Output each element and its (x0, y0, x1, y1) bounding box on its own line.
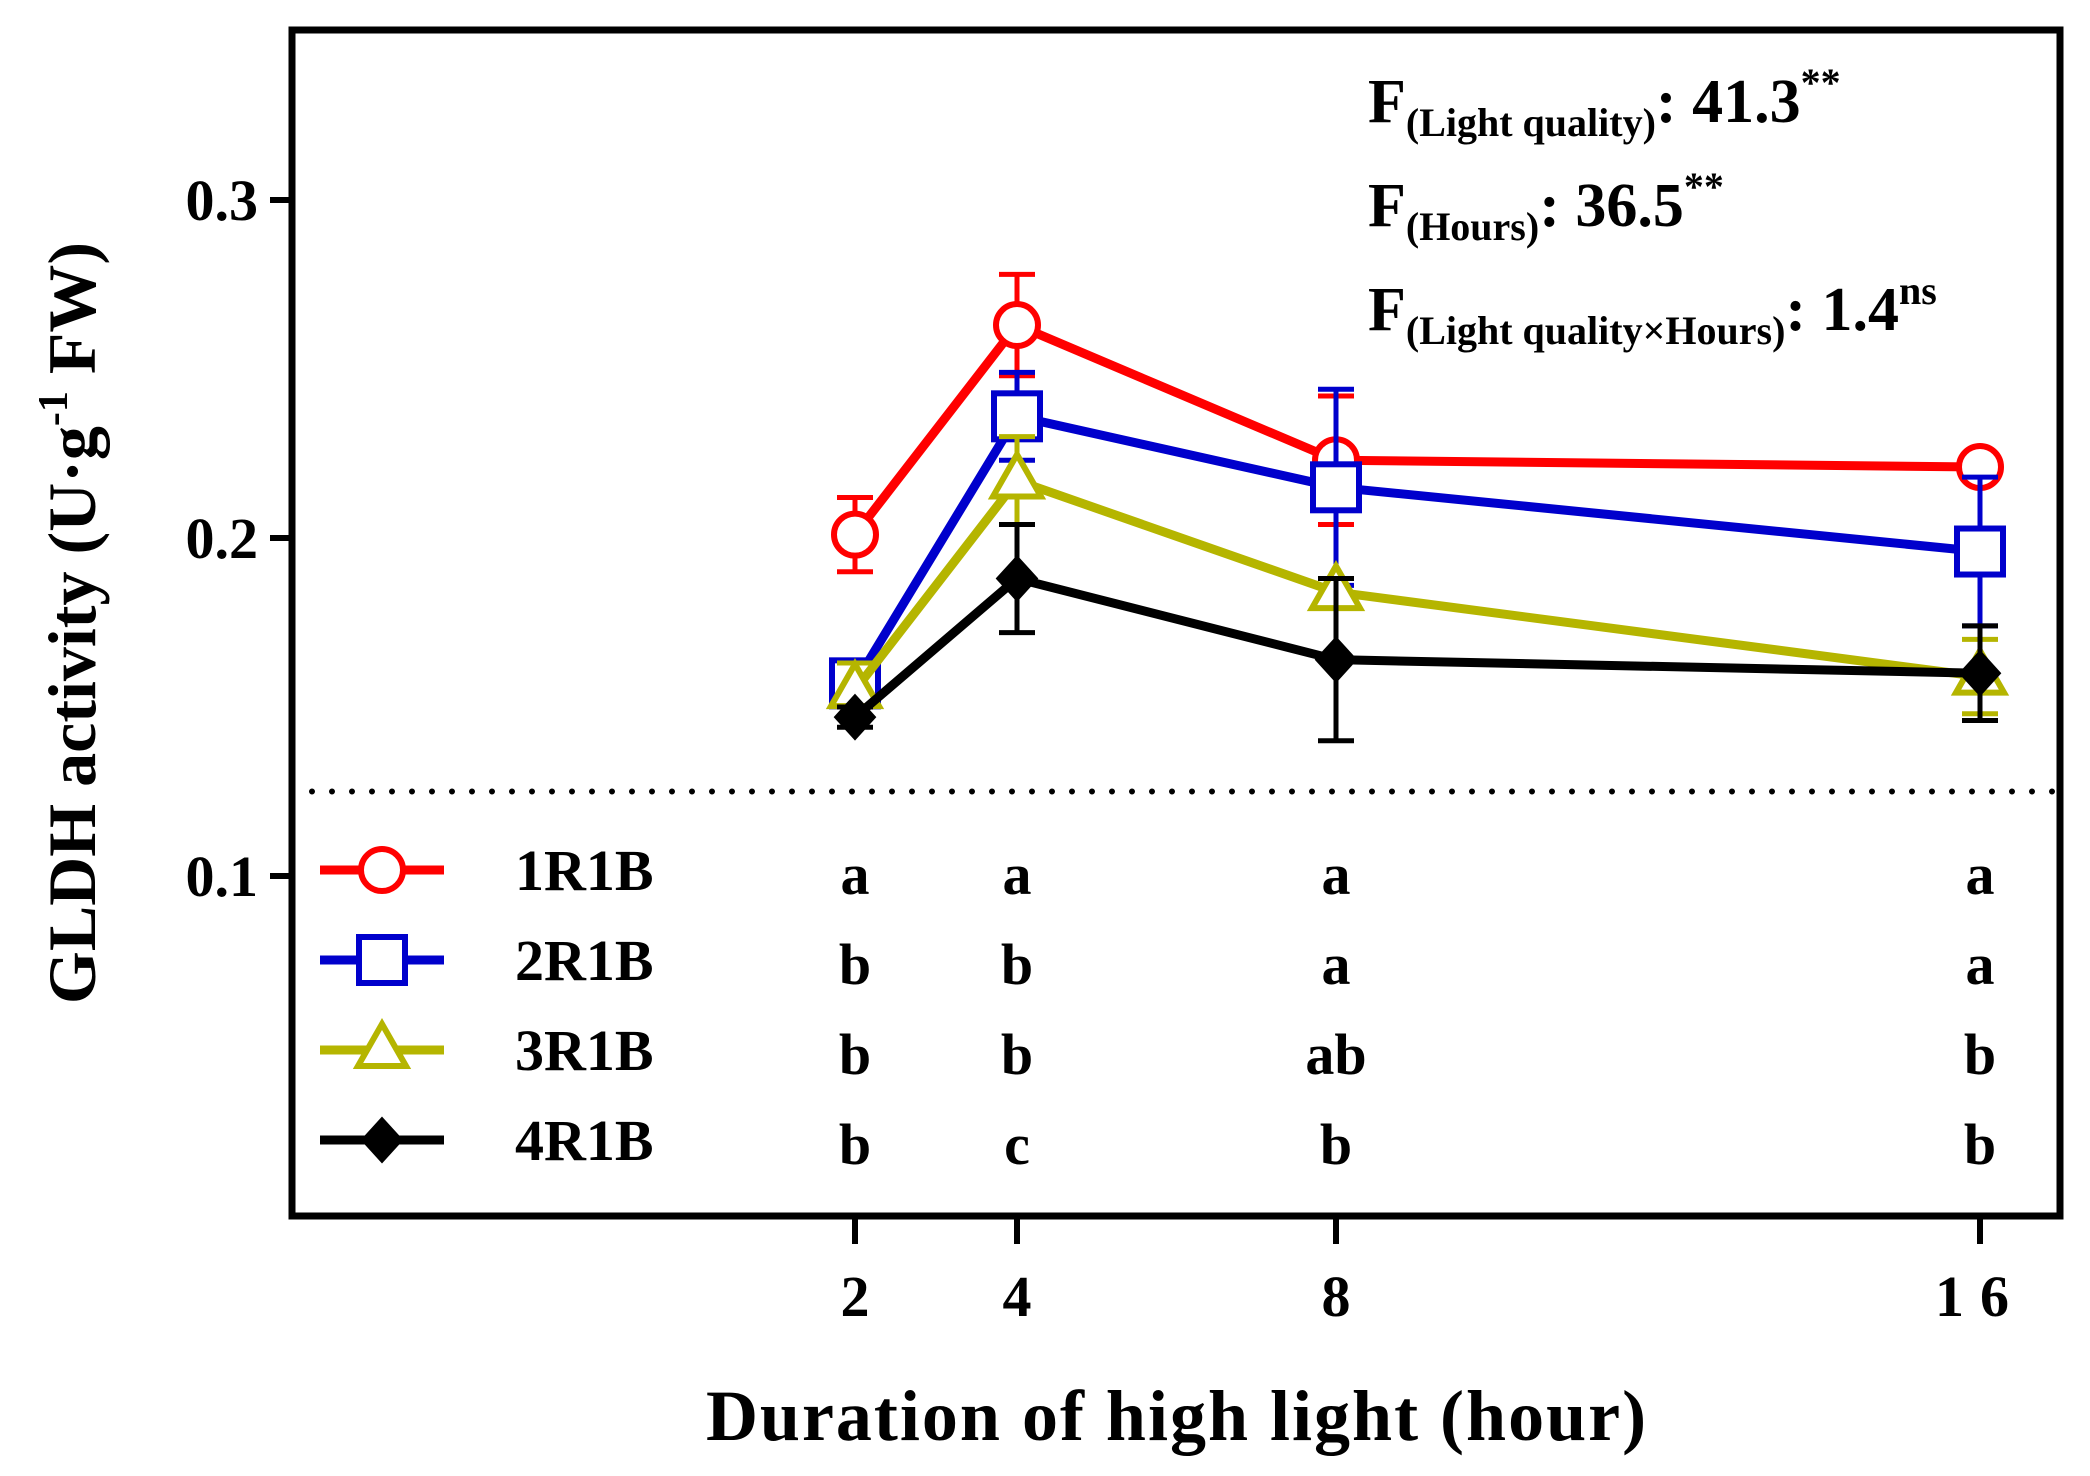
f-statistic-subscript: (Hours) (1406, 204, 1539, 249)
legend-marker-4R1B (360, 1116, 404, 1164)
y-tick-label-0.2: 0.2 (186, 506, 259, 571)
f-statistic-label: F (1368, 68, 1406, 136)
f-statistic-significance: ** (1801, 60, 1841, 105)
f-statistic-significance: ** (1684, 164, 1724, 209)
point-2R1B-4 (991, 390, 1043, 443)
f-statistic-value: 36.5 (1575, 172, 1684, 240)
series-line-3R1B (851, 476, 1981, 693)
point-2R1B-8 (1310, 461, 1362, 514)
legend-label-3R1B: 3R1B (515, 1018, 654, 1083)
significance-letter-3R1B-8: ab (1305, 1022, 1366, 1087)
series-line-2R1B (851, 411, 1981, 686)
x-tick-label-8: 8 (1322, 1264, 1351, 1329)
point-2R1B-16 (1954, 525, 2006, 578)
f-statistic-label: F (1368, 276, 1406, 344)
f-statistic-subscript: (Light quality) (1406, 100, 1656, 145)
point-4R1B-8 (1314, 636, 1358, 684)
significance-letter-1R1B-16: a (1966, 842, 1995, 907)
legend-item-3R1B: 3R1B (320, 1017, 654, 1083)
f-statistic-colon: : (1656, 68, 1692, 136)
f-statistic-0: F(Light quality): 41.3** (1368, 60, 1841, 145)
significance-letter-4R1B-8: b (1320, 1112, 1352, 1177)
point-1R1B-2 (831, 510, 879, 559)
f-statistic-significance: ns (1899, 268, 1937, 313)
f-statistic-1: F(Hours): 36.5** (1368, 164, 1724, 249)
significance-letter-4R1B-2: b (839, 1112, 871, 1177)
y-axis-label: GLDH activity (U·g-1 FW) (31, 242, 110, 1004)
significance-letter-1R1B-4: a (1003, 842, 1032, 907)
legend-label-1R1B: 1R1B (515, 838, 654, 903)
x-tick-label-2: 2 (841, 1264, 870, 1329)
significance-letter-2R1B-16: a (1966, 932, 1995, 997)
y-tick-label-0.3: 0.3 (186, 168, 259, 233)
point-1R1B-4 (993, 301, 1041, 350)
x-axis-label: Duration of high light (hour) (706, 1376, 1648, 1456)
significance-letter-1R1B-2: a (841, 842, 870, 907)
x-tick-label-16: 16 (1935, 1264, 2025, 1329)
point-3R1B-4 (987, 448, 1047, 500)
significance-letter-3R1B-2: b (839, 1022, 871, 1087)
significance-letter-3R1B-4: b (1001, 1022, 1033, 1087)
f-statistic-label: F (1368, 172, 1406, 240)
significance-letter-4R1B-4: c (1004, 1112, 1030, 1177)
y-tick-label-0.1: 0.1 (186, 844, 259, 909)
significance-letter-1R1B-8: a (1322, 842, 1351, 907)
f-statistic-2: F(Light quality×Hours): 1.4ns (1368, 268, 1937, 353)
f-statistic-colon: : (1539, 172, 1575, 240)
plot-frame (288, 26, 2064, 1220)
y-axis-label-main: GLDH activity (U·g (34, 426, 110, 1004)
f-statistic-subscript: (Light quality×Hours) (1406, 308, 1786, 353)
point-4R1B-16 (1958, 649, 2002, 697)
legend-marker-1R1B (358, 846, 406, 894)
y-axis-label-superscript: -1 (31, 391, 77, 426)
significance-letter-4R1B-16: b (1964, 1112, 1996, 1177)
f-statistic-value: 1.4 (1822, 276, 1900, 344)
point-4R1B-4 (995, 555, 1039, 603)
series-line-4R1B (852, 574, 1981, 721)
legend-item-2R1B: 2R1B (320, 928, 654, 993)
legend-item-4R1B: 4R1B (320, 1108, 654, 1173)
legend-item-1R1B: 1R1B (320, 838, 654, 903)
legend-label-4R1B: 4R1B (515, 1108, 654, 1173)
series-line-1R1B (851, 320, 1981, 538)
point-4R1B-2 (833, 693, 877, 741)
f-statistic-value: 41.3 (1692, 68, 1801, 136)
f-statistic-colon: : (1785, 276, 1821, 344)
series-4R1B (833, 521, 2002, 744)
y-axis-label-end: FW) (34, 242, 110, 391)
significance-letter-2R1B-2: b (839, 932, 871, 997)
legend-marker-2R1B (356, 934, 408, 986)
significance-letter-2R1B-4: b (1001, 932, 1033, 997)
x-tick-label-4: 4 (1003, 1264, 1032, 1329)
significance-letter-2R1B-8: a (1322, 932, 1351, 997)
legend-label-2R1B: 2R1B (515, 928, 654, 993)
legend-marker-3R1B (352, 1017, 412, 1069)
significance-letter-3R1B-16: b (1964, 1022, 1996, 1087)
